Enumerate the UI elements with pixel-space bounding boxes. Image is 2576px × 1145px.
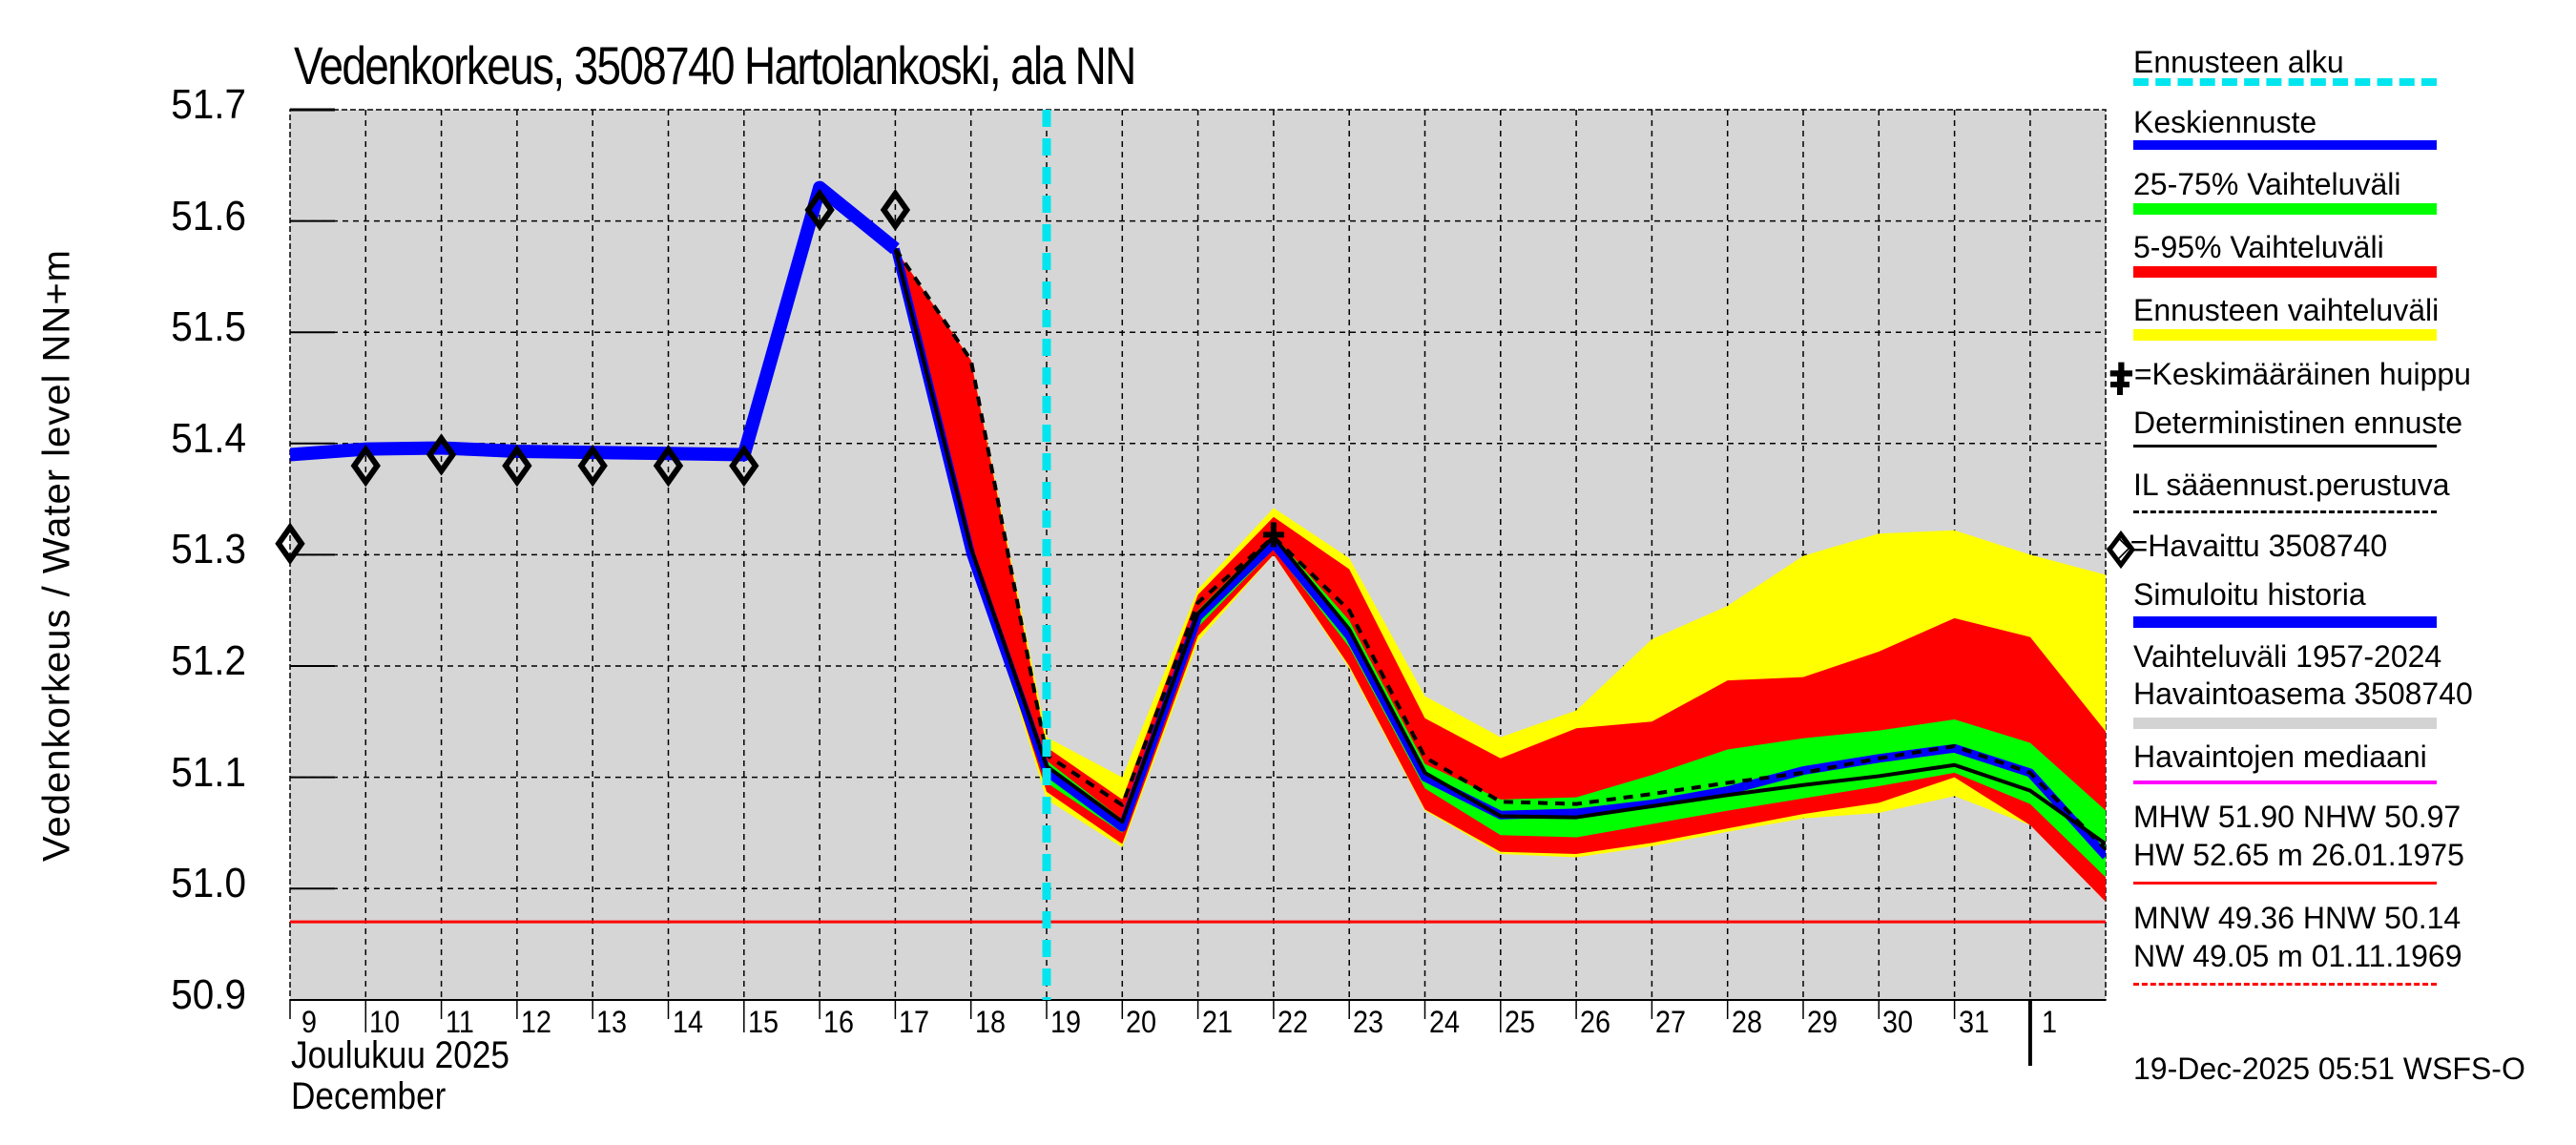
legend-simulated-swatch [2133, 616, 2437, 628]
legend-mean-peak: ✚=Keskimääräinen huippu [2109, 357, 2471, 391]
legend-forecast-start: Ennusteen alku [2133, 45, 2344, 79]
y-tick-label: 51.1 [171, 748, 246, 796]
y-tick-label: 51.0 [171, 860, 246, 907]
legend-range-25-75: 25-75% Vaihteluväli [2133, 167, 2401, 201]
x-tick-label: 15 [747, 1005, 779, 1039]
y-tick-label: 51.4 [171, 414, 246, 462]
chart-title: Vedenkorkeus, 3508740 Hartolankoski, ala… [294, 35, 1136, 95]
mean-peak-marker [1262, 522, 1284, 548]
x-tick-label: 20 [1126, 1005, 1157, 1039]
deterministic-forecast-line [893, 248, 2106, 846]
x-tick-label: 16 [823, 1005, 855, 1039]
legend-obs-median-swatch [2133, 781, 2437, 784]
x-tick-label: 30 [1882, 1005, 1914, 1039]
legend-hw-swatch [2133, 882, 2437, 885]
legend-il-weather: IL sääennust.perustuva [2133, 468, 2450, 502]
il-weather-forecast-line [893, 247, 2106, 851]
x-tick-label: 18 [974, 1005, 1006, 1039]
month-label-fi: Joulukuu 2025 [291, 1034, 509, 1076]
x-tick-label: 17 [899, 1005, 930, 1039]
x-tick-label: 1 [2041, 1005, 2057, 1039]
legend-hist-range-1: Vaihteluväli 1957-2024 [2133, 639, 2442, 674]
x-tick-label: 23 [1353, 1005, 1384, 1039]
x-tick-label: 13 [596, 1005, 628, 1039]
legend-forecast-range: Ennusteen vaihteluväli [2133, 293, 2440, 327]
legend-nw: NW 49.05 m 01.11.1969 [2133, 939, 2462, 973]
legend-range-25-75-swatch [2133, 203, 2437, 215]
legend-nw-swatch [2133, 983, 2437, 986]
legend-forecast-start-swatch [2133, 78, 2437, 86]
observed-marker [275, 522, 305, 565]
observed-marker [426, 433, 457, 476]
x-tick-label: 25 [1504, 1005, 1535, 1039]
legend-range-5-95-swatch [2133, 266, 2437, 278]
x-tick-label: 26 [1580, 1005, 1611, 1039]
observed-marker [577, 444, 608, 488]
legend-simulated-history: Simuloitu historia [2133, 577, 2366, 612]
legend-range-5-95: 5-95% Vaihteluväli [2133, 230, 2384, 264]
y-tick-label: 50.9 [171, 970, 246, 1018]
x-tick-label: 9 [301, 1005, 318, 1039]
x-tick-label: 22 [1277, 1005, 1308, 1039]
observed-marker [350, 444, 381, 488]
x-tick-label: 19 [1050, 1005, 1082, 1039]
legend-median-forecast: Keskiennuste [2133, 105, 2317, 139]
legend-deterministic-swatch [2133, 445, 2437, 448]
legend-forecast-range-swatch [2133, 329, 2437, 341]
observed-legend-icon [2106, 530, 2136, 570]
forecast-layer [290, 180, 2106, 902]
legend-mhw: MHW 51.90 NHW 50.97 [2133, 800, 2462, 834]
x-tick-label: 28 [1731, 1005, 1762, 1039]
x-tick-label: 27 [1655, 1005, 1687, 1039]
x-tick-label: 10 [369, 1005, 401, 1039]
observed-marker [804, 188, 835, 232]
x-tick-label: 12 [520, 1005, 551, 1039]
legend-median-swatch [2133, 140, 2437, 150]
y-tick-label: 51.7 [171, 81, 246, 128]
timestamp: 19-Dec-2025 05:51 WSFS-O [2133, 1051, 2525, 1086]
y-tick-label: 51.3 [171, 526, 246, 573]
legend-mnw: MNW 49.36 HNW 50.14 [2133, 901, 2462, 935]
legend-deterministic: Deterministinen ennuste [2133, 406, 2463, 440]
plot-border [289, 109, 2107, 1001]
observed-marker [653, 444, 684, 488]
x-tick-label: 14 [672, 1005, 703, 1039]
x-tick-label: 21 [1201, 1005, 1233, 1039]
y-tick-label: 51.2 [171, 637, 246, 684]
observed-marker [729, 444, 759, 488]
legend-observed: ◇=Havaittu 3508740 [2107, 529, 2388, 563]
x-tick-label: 31 [1958, 1005, 1989, 1039]
legend-il-weather-swatch [2133, 510, 2437, 513]
x-tick-label: 29 [1807, 1005, 1839, 1039]
legend-obs-median: Havaintojen mediaani [2133, 739, 2427, 774]
legend-hist-range-2: Havaintoasema 3508740 [2133, 677, 2473, 711]
x-tick-label: 11 [445, 1005, 474, 1039]
observed-marker [880, 188, 911, 232]
legend-hw: HW 52.65 m 26.01.1975 [2133, 838, 2464, 872]
mean-peak-legend-icon [2110, 374, 2129, 395]
y-tick-label: 51.5 [171, 303, 246, 351]
x-tick-label: 24 [1428, 1005, 1460, 1039]
legend-hist-range-swatch [2133, 718, 2437, 729]
y-tick-label: 51.6 [171, 192, 246, 239]
month-label-en: December [291, 1075, 447, 1117]
y-axis-label: Vedenkorkeus / Water level NN+m [35, 249, 78, 862]
observed-marker [502, 444, 532, 488]
